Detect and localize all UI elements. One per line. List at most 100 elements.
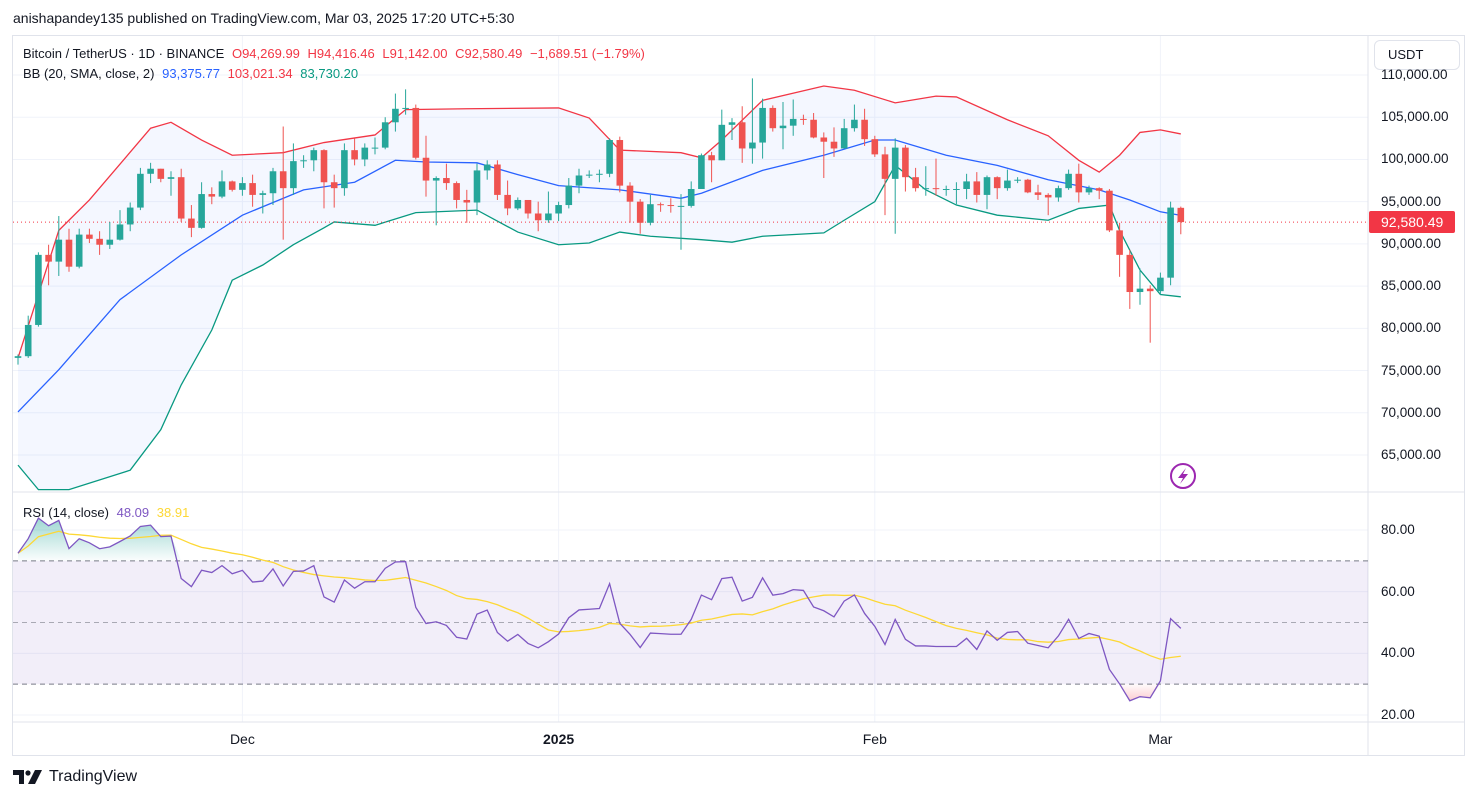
candle[interactable]: [677, 194, 685, 250]
candle[interactable]: [381, 117, 389, 150]
candle[interactable]: [820, 132, 828, 179]
candle[interactable]: [545, 191, 552, 223]
candle[interactable]: [147, 162, 154, 184]
candle[interactable]: [647, 194, 654, 226]
price-pane[interactable]: [13, 78, 1368, 491]
candle[interactable]: [320, 149, 328, 209]
candle[interactable]: [239, 177, 246, 196]
candle[interactable]: [300, 155, 307, 168]
candle[interactable]: [657, 202, 664, 212]
candle[interactable]: [1044, 193, 1052, 216]
candle[interactable]: [738, 106, 746, 163]
candle[interactable]: [1065, 169, 1072, 190]
candle[interactable]: [443, 163, 450, 190]
candle[interactable]: [555, 201, 562, 222]
candle[interactable]: [840, 118, 848, 149]
candle[interactable]: [494, 160, 501, 200]
candle[interactable]: [126, 202, 134, 232]
candle[interactable]: [310, 147, 318, 172]
rsi-pane[interactable]: [13, 517, 1368, 702]
candle[interactable]: [932, 158, 940, 196]
candle[interactable]: [698, 153, 705, 189]
candle[interactable]: [116, 210, 124, 241]
candle[interactable]: [330, 174, 338, 208]
candle[interactable]: [1095, 187, 1103, 200]
candle[interactable]: [432, 176, 440, 226]
candle[interactable]: [106, 221, 114, 249]
candle[interactable]: [361, 143, 369, 167]
candle[interactable]: [137, 167, 144, 211]
candle[interactable]: [881, 146, 889, 216]
candle[interactable]: [228, 180, 236, 192]
candle[interactable]: [392, 93, 399, 132]
candle[interactable]: [626, 182, 634, 223]
candle[interactable]: [14, 354, 22, 365]
candle[interactable]: [1014, 177, 1021, 184]
candle[interactable]: [86, 228, 93, 244]
candle[interactable]: [249, 174, 256, 207]
candle[interactable]: [687, 181, 695, 208]
candle[interactable]: [942, 185, 950, 196]
candle[interactable]: [708, 151, 715, 183]
candle[interactable]: [1177, 206, 1185, 235]
candle[interactable]: [1167, 201, 1174, 286]
candle[interactable]: [1075, 163, 1083, 203]
candle[interactable]: [1157, 272, 1164, 295]
candle[interactable]: [1106, 188, 1113, 233]
candle[interactable]: [208, 187, 216, 205]
candle[interactable]: [861, 108, 868, 146]
candle[interactable]: [565, 178, 573, 209]
candle[interactable]: [983, 175, 991, 210]
candle[interactable]: [218, 170, 226, 199]
candle[interactable]: [402, 89, 409, 115]
candle[interactable]: [177, 168, 185, 222]
candle[interactable]: [422, 135, 430, 197]
candle[interactable]: [1055, 185, 1062, 202]
candle[interactable]: [483, 160, 491, 180]
candle[interactable]: [616, 136, 624, 193]
candle[interactable]: [606, 138, 613, 178]
lightning-icon[interactable]: [1170, 463, 1196, 489]
candle[interactable]: [912, 167, 919, 192]
candle[interactable]: [412, 104, 420, 160]
candle[interactable]: [1136, 268, 1144, 305]
candle[interactable]: [157, 168, 165, 183]
rsi-legend[interactable]: RSI (14, close) 48.09 38.91: [23, 505, 193, 520]
candle[interactable]: [96, 231, 103, 255]
candle[interactable]: [504, 180, 511, 216]
candle[interactable]: [453, 181, 460, 209]
candle[interactable]: [851, 104, 858, 132]
candle[interactable]: [891, 138, 899, 234]
candle[interactable]: [198, 182, 205, 229]
candle[interactable]: [188, 205, 195, 238]
candle[interactable]: [759, 98, 766, 159]
candle[interactable]: [1024, 178, 1032, 194]
candle[interactable]: [779, 102, 787, 150]
candle[interactable]: [1085, 185, 1093, 195]
candle[interactable]: [463, 189, 471, 223]
candle[interactable]: [65, 228, 73, 272]
candle[interactable]: [514, 197, 522, 211]
candle[interactable]: [534, 201, 542, 232]
candle[interactable]: [55, 216, 63, 276]
candle[interactable]: [636, 199, 644, 234]
bb-legend[interactable]: BB (20, SMA, close, 2) 93,375.77 103,021…: [23, 66, 362, 81]
candle[interactable]: [24, 315, 32, 358]
candle[interactable]: [35, 252, 42, 327]
candle[interactable]: [1116, 222, 1123, 277]
candle[interactable]: [973, 172, 981, 203]
candle[interactable]: [75, 228, 83, 269]
candle[interactable]: [1126, 249, 1134, 309]
candle[interactable]: [667, 198, 675, 213]
candle[interactable]: [789, 99, 797, 136]
candle[interactable]: [871, 135, 879, 157]
candle[interactable]: [1146, 285, 1154, 343]
candle[interactable]: [922, 166, 930, 196]
candle[interactable]: [749, 78, 756, 164]
candle[interactable]: [575, 168, 583, 194]
candle[interactable]: [45, 244, 52, 286]
candle[interactable]: [769, 105, 777, 132]
symbol-legend[interactable]: Bitcoin / TetherUS · 1D · BINANCE O94,26…: [23, 46, 649, 61]
candle[interactable]: [279, 126, 287, 240]
